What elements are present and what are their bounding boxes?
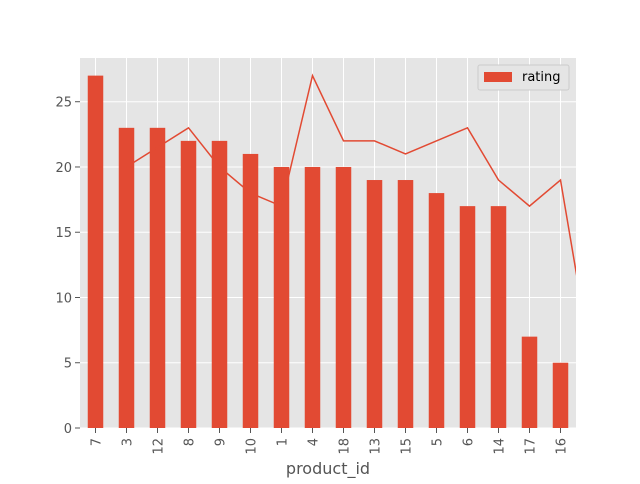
bar-18 <box>336 167 352 428</box>
legend-swatch-rating <box>484 72 512 82</box>
x-tick-label: 3 <box>121 438 136 446</box>
x-tick-label: 7 <box>90 438 105 446</box>
x-axis-label: product_id <box>286 459 370 479</box>
bar-3 <box>119 128 135 428</box>
x-tick-label: 5 <box>431 438 446 446</box>
bar-13 <box>367 180 383 428</box>
x-tick-label: 6 <box>462 438 477 446</box>
bar-8 <box>181 141 197 428</box>
x-tick-label: 4 <box>307 438 322 446</box>
x-tick-label: 1 <box>276 438 291 446</box>
legend-label-rating: rating <box>522 70 561 85</box>
bar-15 <box>398 180 414 428</box>
bar-5 <box>429 193 445 428</box>
x-tick-label: 13 <box>369 438 384 455</box>
bar-17 <box>522 337 538 428</box>
legend: rating <box>478 65 569 90</box>
x-tick-label: 16 <box>555 438 570 455</box>
y-tick-label: 15 <box>55 226 72 241</box>
y-tick-label: 25 <box>55 96 72 111</box>
x-tick-label: 12 <box>152 438 167 455</box>
bar-16 <box>553 363 569 428</box>
x-tick-label: 10 <box>245 438 260 455</box>
x-tick-label: 8 <box>183 438 198 446</box>
y-tick-label: 0 <box>64 422 72 437</box>
x-tick-label: 18 <box>338 438 353 455</box>
bar-9 <box>212 141 228 428</box>
bar-14 <box>491 206 507 428</box>
x-tick-label: 9 <box>214 438 229 446</box>
bar-7 <box>88 76 104 428</box>
y-tick-label: 5 <box>64 357 72 372</box>
y-tick-label: 10 <box>55 291 72 306</box>
bar-12 <box>150 128 166 428</box>
bar-4 <box>305 167 321 428</box>
x-tick-label: 14 <box>493 438 508 455</box>
x-tick-label: 15 <box>400 438 415 455</box>
bar-6 <box>460 206 476 428</box>
x-tick-label: 17 <box>524 438 539 455</box>
y-tick-label: 20 <box>55 161 72 176</box>
